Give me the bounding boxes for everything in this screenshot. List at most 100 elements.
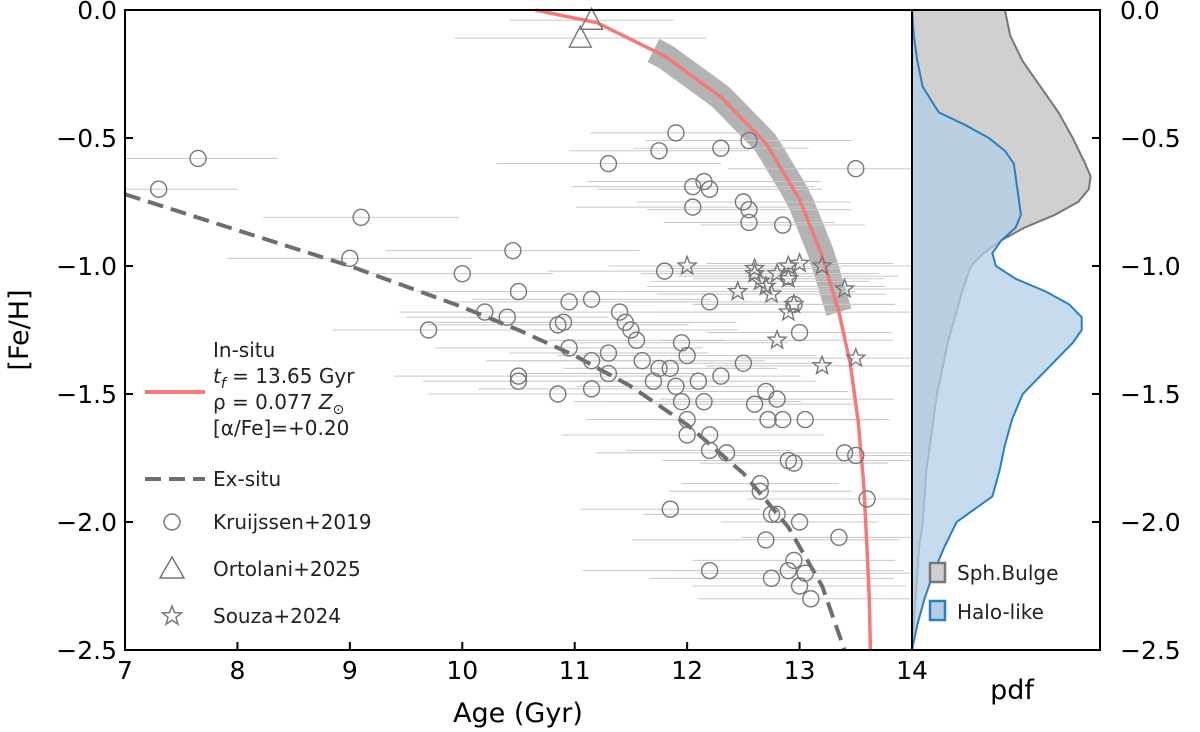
souza-point: [743, 257, 766, 278]
kruijssen-point: [796, 564, 814, 582]
legend-ortolani-label: Ortolani+2025: [213, 557, 361, 581]
legend-halo-like-swatch: [928, 599, 947, 622]
in-situ-curve: [535, 8, 873, 651]
souza-point: [788, 251, 811, 273]
kruijssen-point: [751, 474, 769, 493]
legend-in-situ-title: In-situ: [213, 338, 275, 362]
kruijssen-point: [150, 180, 168, 198]
legend-in-situ-tf-sub: f: [221, 376, 228, 392]
pdf-y-axis-ticks: 0.0 −0.5 −1.0 −1.5 −2.0 −2.5: [1092, 0, 1181, 665]
x-tick-label: 7: [117, 656, 133, 685]
kruijssen-point: [790, 323, 809, 342]
kruijssen-point: [560, 339, 578, 357]
souza-point: [676, 254, 699, 276]
kruijssen-point: [757, 531, 775, 549]
kruijssen-point: [774, 216, 792, 234]
kruijssen-point: [858, 490, 876, 508]
legend-in-situ-tf: tf = 13.65 Gyr: [213, 364, 355, 392]
kruijssen-point: [560, 293, 578, 311]
kruijssen-point: [796, 410, 814, 429]
kruijssen-point: [419, 321, 438, 339]
kruijssen-point: [599, 344, 618, 362]
legend-souza-label: Souza+2024: [213, 604, 341, 628]
souza-point: [726, 280, 749, 301]
kruijssen-point: [627, 331, 646, 349]
kruijssen-point: [740, 200, 758, 219]
kruijssen-point: [661, 359, 679, 378]
kruijssen-point: [712, 139, 730, 157]
y-tick-label: −2.0: [56, 508, 117, 537]
error-bars: [125, 19, 912, 600]
legend-in-situ-rho: ρ = 0.077 Z⊙: [213, 390, 344, 418]
y-tick-label: 0.0: [77, 0, 117, 25]
kruijssen-point: [650, 142, 668, 160]
souza-point: [760, 282, 783, 304]
kruijssen-point: [768, 390, 786, 408]
x-tick-label: 11: [559, 656, 591, 685]
kruijssen-point: [790, 513, 809, 531]
kruijssen-point: [633, 352, 651, 370]
kruijssen-point: [785, 551, 803, 570]
kruijssen-point: [847, 446, 865, 465]
kruijssen-point: [661, 500, 679, 518]
kruijssen-point: [695, 392, 713, 411]
legend-sph-bulge-label: Sph.Bulge: [957, 561, 1058, 585]
x-tick-label: 9: [342, 656, 358, 685]
kruijssen-point: [667, 377, 685, 396]
legend-ortolani-marker: [158, 555, 186, 579]
halo-like-area: [912, 10, 1082, 650]
legend-in-situ-tf-symbol: t: [213, 364, 222, 388]
y-tick-label: −2.5: [56, 636, 117, 665]
ex-situ-curve: [124, 192, 847, 651]
kruijssen-point: [700, 293, 719, 311]
x-tick-label: 12: [671, 656, 703, 685]
y-tick-label: −1.0: [56, 252, 117, 281]
pdf-panel: 0.0 −0.5 −1.0 −1.5 −2.0 −2.5 pdf Sph.Bulge Ha…: [911, 0, 1181, 706]
kruijssen-point: [712, 367, 730, 385]
y-axis-ticks: 0.0 −0.5 −1.0 −1.5 −2.0 −2.5: [56, 0, 133, 665]
kruijssen-point: [762, 569, 781, 588]
x-axis-label: Age (Gyr): [453, 698, 583, 729]
souza-point: [777, 254, 800, 276]
kruijssen-point: [700, 561, 719, 580]
kruijssen-point: [650, 359, 668, 378]
souza-point: [777, 267, 800, 289]
kruijssen-point: [802, 590, 820, 608]
kruijssen-point: [504, 241, 522, 260]
kruijssen-point: [740, 131, 758, 150]
legend-in-situ-tf-value: = 13.65 Gyr: [226, 364, 355, 388]
y-tick-label: −0.5: [56, 124, 117, 153]
x-tick-label: 10: [446, 656, 478, 685]
kruijssen-point: [476, 303, 494, 321]
kruijssen-point: [655, 262, 674, 280]
legend-ex-situ-label: Ex-situ: [213, 467, 281, 491]
kruijssen-point: [717, 444, 736, 462]
kruijssen-point: [779, 561, 798, 580]
pdf-x-label: pdf: [990, 675, 1035, 706]
kruijssen-point: [509, 367, 528, 385]
pdf-plot-frame: [911, 9, 1101, 651]
kruijssen-point: [774, 410, 792, 429]
pdf-y-tick-label: −2.5: [1120, 636, 1181, 665]
kruijssen-point: [768, 505, 786, 524]
kruijssen-point: [341, 249, 359, 268]
kruijssen-point: [610, 303, 629, 321]
kruijssen-point: [684, 198, 702, 216]
y-tick-label: −1.5: [56, 380, 117, 409]
pdf-areas: [911, 9, 1092, 651]
kruijssen-point: [599, 154, 618, 173]
kruijssen-point: [745, 395, 764, 413]
pdf-y-tick-label: 0.0: [1120, 0, 1160, 25]
pdf-y-tick-label: −0.5: [1120, 124, 1181, 153]
kruijssen-point: [762, 505, 781, 524]
souza-point: [844, 346, 867, 368]
x-axis-ticks: 7 8 9 10 11 12 13 14: [117, 642, 928, 685]
x-tick-label: 13: [784, 656, 816, 685]
souza-point: [766, 328, 788, 350]
kruijssen-point: [582, 352, 601, 370]
pdf-legend: Sph.Bulge Halo-like: [928, 561, 1058, 624]
legend-souza-marker: [160, 603, 184, 626]
kruijssen-point: [599, 364, 618, 383]
kruijssen-point: [785, 454, 803, 472]
